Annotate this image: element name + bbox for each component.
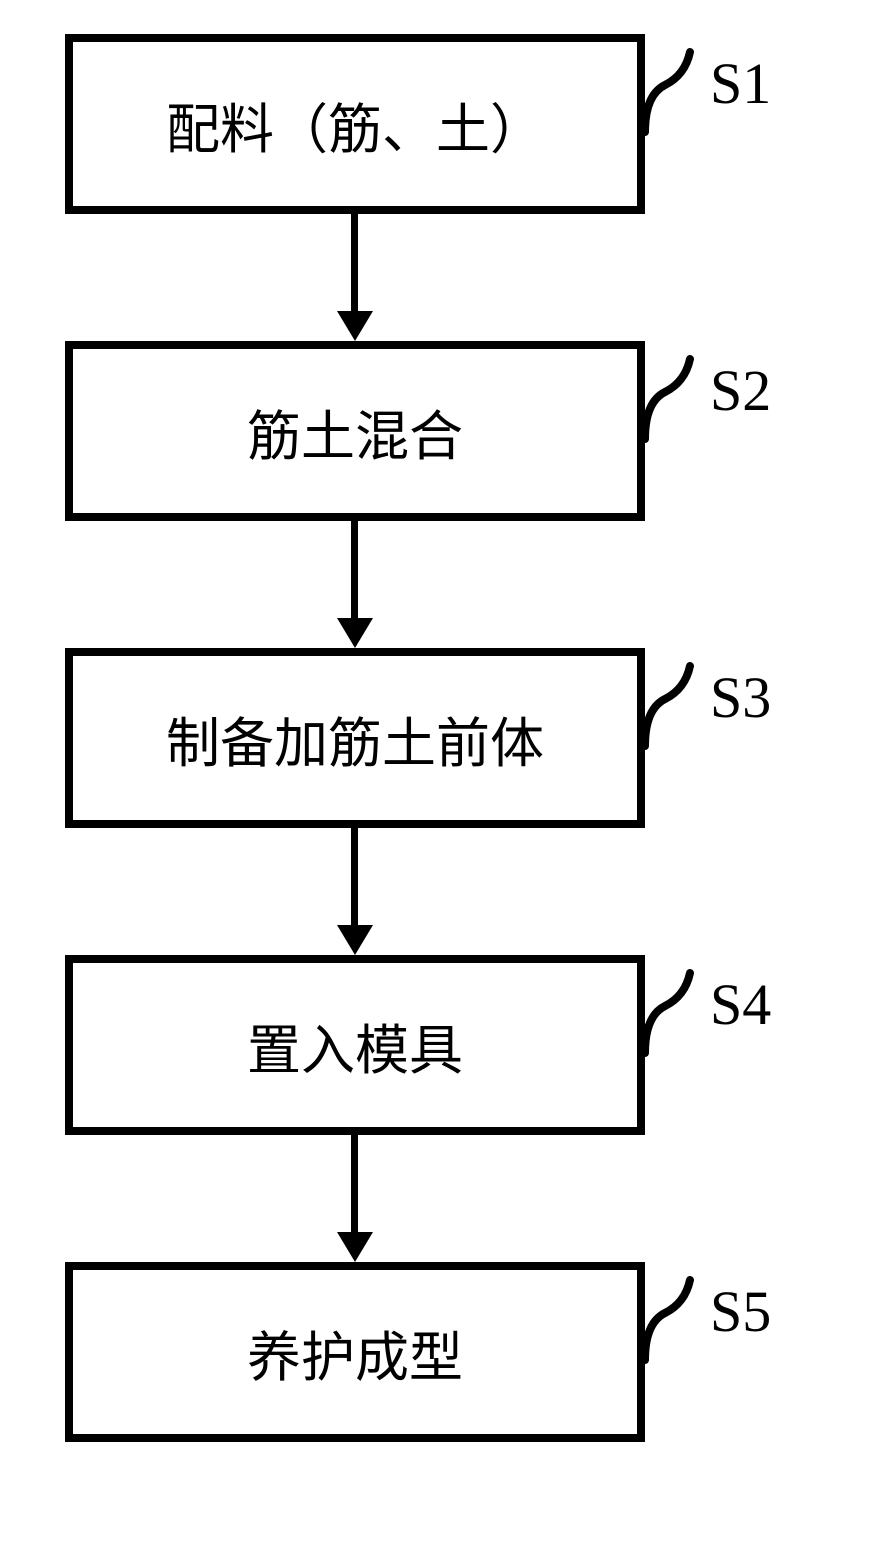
arrow-line bbox=[351, 214, 358, 314]
arrow-line bbox=[351, 828, 358, 928]
flowchart-container: 配料（筋、土） S1 筋土混合 S2 制备加筋土前体 S3 置入模具 S4 bbox=[0, 0, 880, 1568]
arrow-line bbox=[351, 521, 358, 621]
step-text-s2: 筋土混合 bbox=[247, 392, 463, 471]
step-text-s5: 养护成型 bbox=[247, 1313, 463, 1392]
step-label-s2: S2 bbox=[710, 357, 771, 424]
arrow-head-icon bbox=[337, 1232, 373, 1262]
arrow-head-icon bbox=[337, 311, 373, 341]
step-box-s5: 养护成型 bbox=[65, 1262, 645, 1442]
step-label-s3: S3 bbox=[710, 664, 771, 731]
arrow-head-icon bbox=[337, 618, 373, 648]
step-box-s3: 制备加筋土前体 bbox=[65, 648, 645, 828]
step-text-s3: 制备加筋土前体 bbox=[166, 699, 544, 778]
step-text-s4: 置入模具 bbox=[247, 1006, 463, 1085]
step-box-s4: 置入模具 bbox=[65, 955, 645, 1135]
step-label-s4: S4 bbox=[710, 971, 771, 1038]
step-text-s1: 配料（筋、土） bbox=[166, 85, 544, 164]
arrow-line bbox=[351, 1135, 358, 1235]
step-label-s1: S1 bbox=[710, 50, 771, 117]
step-label-s5: S5 bbox=[710, 1278, 771, 1345]
step-box-s1: 配料（筋、土） bbox=[65, 34, 645, 214]
step-box-s2: 筋土混合 bbox=[65, 341, 645, 521]
arrow-head-icon bbox=[337, 925, 373, 955]
